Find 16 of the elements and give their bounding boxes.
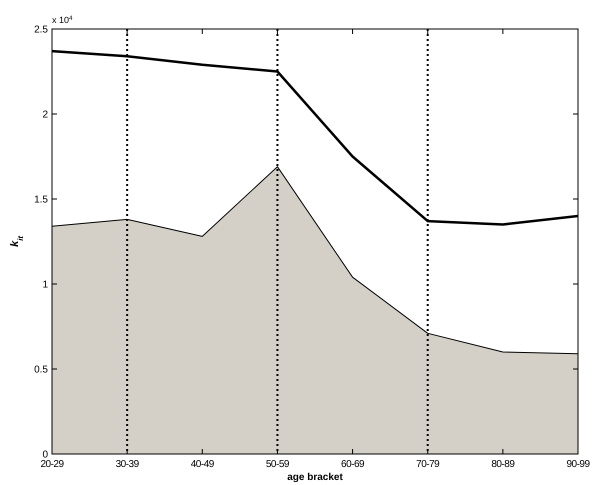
x-tick-label: 20-29 xyxy=(40,459,64,470)
x-tick-label: 80-89 xyxy=(491,459,516,470)
y-tick-label: 2 xyxy=(42,110,48,120)
x-tick-label: 70-79 xyxy=(416,459,440,470)
y-tick-label: 1 xyxy=(42,280,48,290)
y-tick-label: 1.5 xyxy=(34,194,48,206)
x-tick-label: 50-59 xyxy=(266,459,290,470)
y-tick-label: 2.5 xyxy=(34,24,48,36)
x-tick-label: 90-99 xyxy=(566,459,590,470)
x-tick-label: 60-69 xyxy=(341,459,366,470)
text: x 10$^{4}$ xyxy=(52,14,74,25)
x-axis-title: age bracket xyxy=(287,472,344,483)
x-tick-label: 40-49 xyxy=(190,459,215,470)
y-tick-label: 0.5 xyxy=(34,364,48,376)
x-tick-label: 30-39 xyxy=(116,459,140,470)
y-tick-label: 0 xyxy=(42,450,48,460)
